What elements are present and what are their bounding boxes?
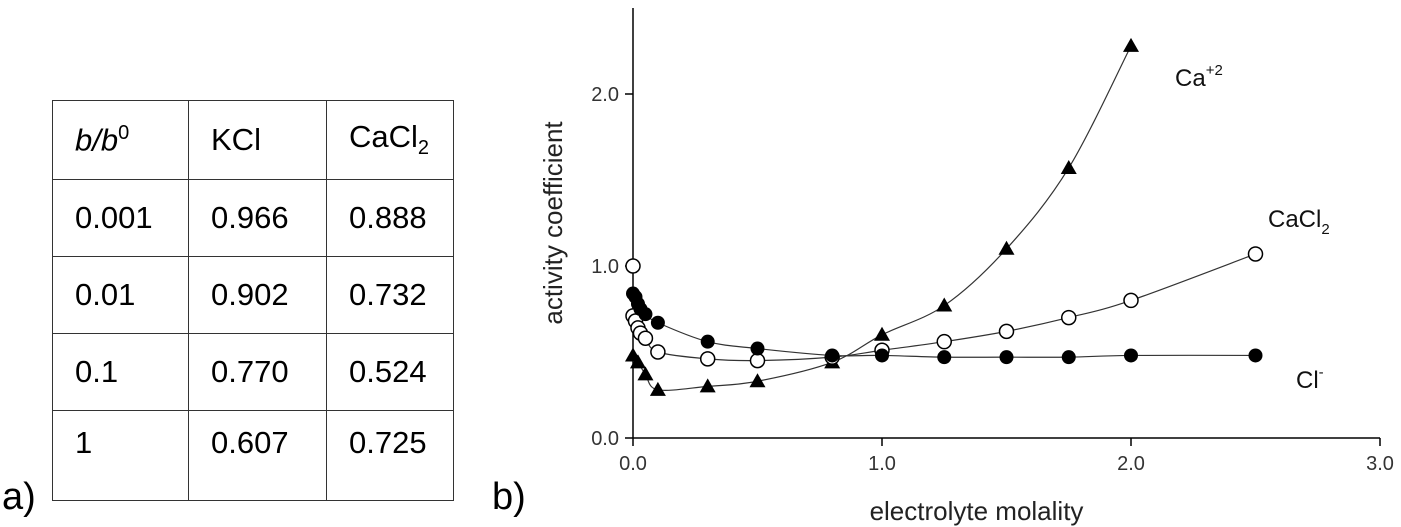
y-axis-label: activity coefficient <box>538 121 568 325</box>
table-cell: 0.902 <box>188 256 327 334</box>
data-point-open-circle <box>1247 246 1264 262</box>
y-tick-label: 2.0 <box>591 84 619 106</box>
data-point-triangle <box>749 373 766 388</box>
table-cell: 0.888 <box>326 179 454 257</box>
data-point-triangle <box>1123 37 1139 52</box>
table-cell: 0.725 <box>326 410 454 501</box>
data-point-filled-circle <box>999 350 1014 365</box>
data-point-filled-circle <box>650 315 665 330</box>
data-point-open-circle <box>650 344 666 360</box>
data-point-open-circle <box>637 330 654 346</box>
data-point-triangle <box>699 378 716 393</box>
series-label: CaCl2 <box>1268 206 1330 238</box>
data-point-open-circle <box>1123 292 1139 309</box>
table-cell: 0.607 <box>188 410 327 501</box>
x-tick-label: 2.0 <box>1117 453 1145 475</box>
x-tick-label: 3.0 <box>1366 453 1394 475</box>
table-cell: 0.966 <box>188 179 327 257</box>
table-row: 0.001 0.966 0.888 <box>52 179 454 257</box>
y-tick-label: 1.0 <box>591 256 619 278</box>
header-kcl: KCl <box>188 100 327 180</box>
table-cell: 0.01 <box>52 256 189 334</box>
x-tick-label: 1.0 <box>868 453 896 475</box>
y-tick-label: 0.0 <box>591 428 619 450</box>
data-point-filled-circle <box>1061 350 1076 365</box>
data-point-filled-circle <box>825 348 840 363</box>
x-axis-label: electrolyte molality <box>870 496 1084 526</box>
data-point-filled-circle <box>1248 348 1263 363</box>
data-point-filled-circle <box>875 348 889 363</box>
activity-coefficient-table: b/b0 KCl CaCl2 0.001 0.966 0.888 0.01 0.… <box>52 100 454 501</box>
table-row: 1 0.607 0.725 <box>52 410 454 501</box>
data-point-filled-circle <box>1124 348 1138 363</box>
data-point-filled-circle <box>937 350 952 365</box>
data-point-open-circle <box>998 323 1015 340</box>
table-cell: 0.770 <box>188 333 327 411</box>
x-tick-label: 0.0 <box>619 453 647 475</box>
data-point-triangle <box>1060 159 1077 174</box>
data-point-triangle <box>637 366 654 381</box>
data-point-triangle <box>649 381 666 396</box>
data-point-open-circle <box>625 258 641 274</box>
table-row: 0.1 0.770 0.524 <box>52 333 454 411</box>
table-cell: 0.732 <box>326 256 454 334</box>
series-label: Ca+2 <box>1175 62 1223 92</box>
table-cell: 0.1 <box>52 333 189 411</box>
table-cell: 0.524 <box>326 333 454 411</box>
data-point-open-circle <box>936 333 952 350</box>
panel-label-b: b) <box>492 476 526 518</box>
data-point-open-circle <box>749 352 766 369</box>
table-cell: 0.001 <box>52 179 189 257</box>
data-point-triangle <box>998 240 1015 255</box>
data-point-triangle <box>874 326 890 341</box>
data-point-filled-circle <box>638 307 653 322</box>
data-point-filled-circle <box>700 334 715 349</box>
data-point-triangle <box>936 297 953 312</box>
table-row: 0.01 0.902 0.732 <box>52 256 454 334</box>
table-cell: 1 <box>52 410 189 501</box>
panel-label-a: a) <box>2 476 36 518</box>
header-molality: b/b0 <box>52 100 189 180</box>
table-header-row: b/b0 KCl CaCl2 <box>52 100 454 180</box>
data-point-open-circle <box>699 351 716 367</box>
series-label: Cl- <box>1296 364 1324 394</box>
data-point-triangle <box>629 354 646 369</box>
data-point-filled-circle <box>750 341 765 356</box>
data-point-open-circle <box>1061 309 1077 326</box>
